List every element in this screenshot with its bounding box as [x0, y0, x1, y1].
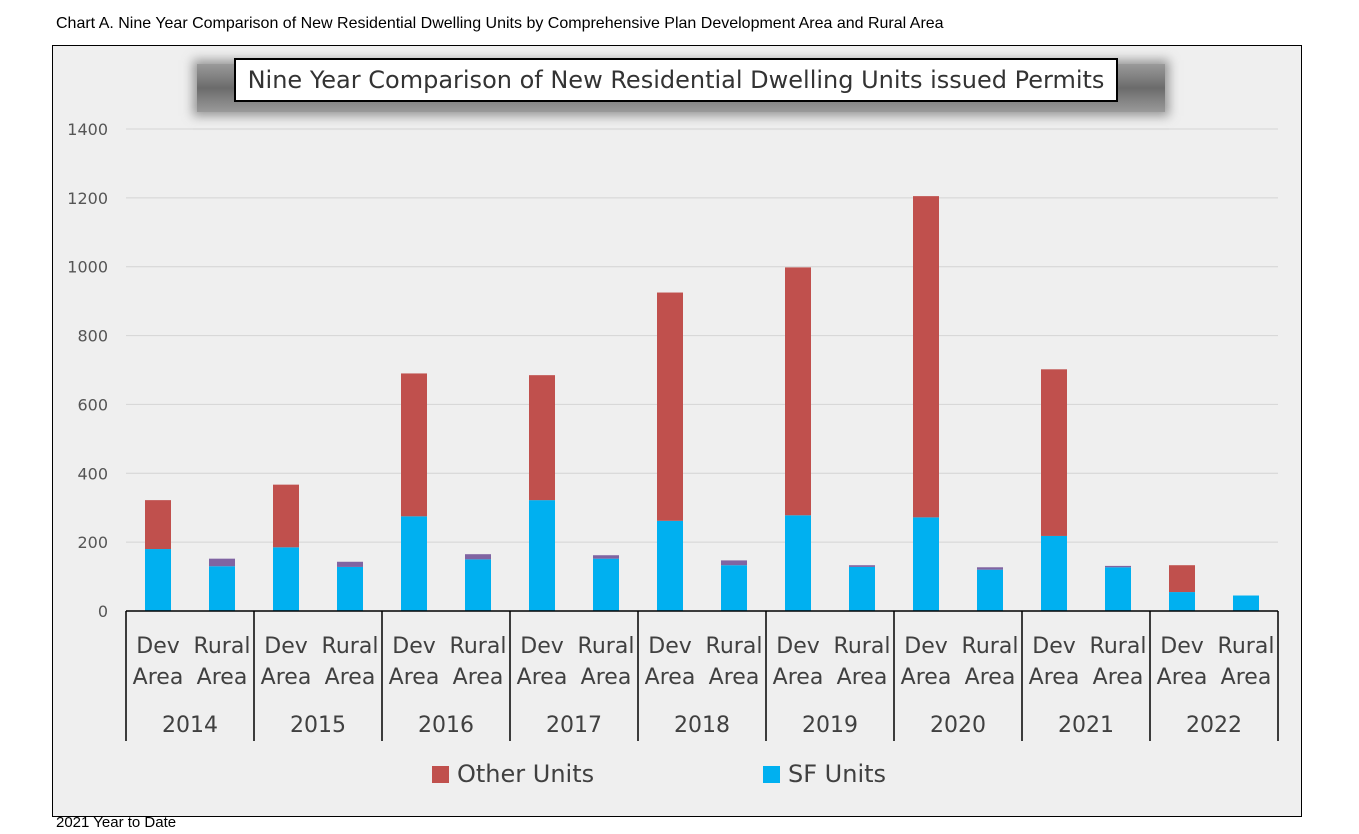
bar-other-units	[273, 484, 299, 548]
chart-caption: Chart A. Nine Year Comparison of New Res…	[56, 15, 944, 32]
x-subcategory-label: Area	[261, 665, 312, 690]
bar-other-units	[1041, 369, 1067, 536]
x-subcategory-label: Area	[1157, 665, 1208, 690]
x-subcategory-label: Area	[901, 665, 952, 690]
bar-sf-units	[593, 558, 619, 611]
bar-sf-units	[1041, 535, 1067, 611]
bar-sf-units	[657, 520, 683, 611]
x-subcategory-label: Area	[709, 665, 760, 690]
x-subcategory-label: Area	[197, 665, 248, 690]
bar-sf-units	[145, 549, 171, 611]
bar-other-units	[1169, 565, 1195, 593]
bar-sf-units	[465, 559, 491, 611]
x-subcategory-label: Rural	[194, 634, 251, 659]
legend-swatch-other-units	[432, 765, 449, 783]
x-subcategory-label: Dev	[648, 634, 692, 659]
bar-sf-units	[1105, 567, 1131, 611]
x-subcategory-label: Dev	[264, 634, 308, 659]
y-tick-label: 1400	[67, 120, 108, 139]
x-subcategory-label: Area	[965, 665, 1016, 690]
x-subcategory-label: Dev	[1160, 634, 1204, 659]
y-tick-label: 1200	[67, 189, 108, 208]
x-subcategory-label: Area	[1029, 665, 1080, 690]
bar-other-units	[721, 560, 747, 566]
bar-other-units	[337, 561, 363, 567]
x-subcategory-label: Area	[645, 665, 696, 690]
bar-other-units	[657, 292, 683, 521]
x-subcategory-label: Area	[517, 665, 568, 690]
bar-other-units	[529, 375, 555, 501]
bar-sf-units	[529, 500, 555, 611]
x-subcategory-label: Area	[1093, 665, 1144, 690]
x-subcategory-label: Dev	[520, 634, 564, 659]
bar-other-units	[593, 555, 619, 559]
bar-other-units	[977, 567, 1003, 570]
x-group-label: 2017	[546, 713, 602, 738]
x-subcategory-label: Area	[837, 665, 888, 690]
y-tick-label: 800	[77, 327, 108, 346]
x-subcategory-label: Area	[389, 665, 440, 690]
x-group-label: 2014	[162, 713, 218, 738]
x-group-label: 2018	[674, 713, 730, 738]
bar-sf-units	[273, 547, 299, 611]
x-subcategory-label: Rural	[706, 634, 763, 659]
x-subcategory-label: Rural	[322, 634, 379, 659]
y-tick-label: 1000	[67, 258, 108, 277]
x-subcategory-label: Dev	[392, 634, 436, 659]
bar-other-units	[785, 267, 811, 516]
bar-other-units	[401, 373, 427, 517]
x-subcategory-label: Dev	[136, 634, 180, 659]
bar-other-units	[849, 565, 875, 567]
bar-sf-units	[337, 566, 363, 611]
bar-sf-units	[721, 565, 747, 611]
bar-sf-units	[1169, 592, 1195, 611]
x-group-label: 2022	[1186, 713, 1242, 738]
legend-item-sf-units: SF Units	[763, 760, 886, 788]
x-group-label: 2015	[290, 713, 346, 738]
x-subcategory-label: Area	[581, 665, 632, 690]
x-subcategory-label: Area	[133, 665, 184, 690]
bar-other-units	[145, 500, 171, 550]
x-subcategory-label: Area	[1221, 665, 1272, 690]
chart-title: Nine Year Comparison of New Residential …	[234, 58, 1118, 102]
bar-other-units	[465, 554, 491, 560]
x-group-label: 2021	[1058, 713, 1114, 738]
legend-item-other-units: Other Units	[432, 760, 594, 788]
x-subcategory-label: Dev	[776, 634, 820, 659]
footnote: 2021 Year to Date	[56, 814, 177, 831]
x-subcategory-label: Rural	[962, 634, 1019, 659]
x-group-label: 2020	[930, 713, 986, 738]
x-subcategory-label: Rural	[578, 634, 635, 659]
bar-other-units	[1105, 565, 1131, 568]
x-subcategory-label: Dev	[904, 634, 948, 659]
legend-label-other-units: Other Units	[457, 760, 595, 788]
x-group-label: 2019	[802, 713, 858, 738]
bar-sf-units	[913, 517, 939, 611]
legend-label-sf-units: SF Units	[788, 760, 887, 788]
x-subcategory-label: Rural	[1090, 634, 1147, 659]
x-subcategory-label: Dev	[1032, 634, 1076, 659]
x-subcategory-label: Area	[773, 665, 824, 690]
y-tick-label: 400	[77, 464, 108, 483]
bar-sf-units	[401, 516, 427, 611]
bar-other-units	[913, 196, 939, 518]
legend-swatch-sf-units	[763, 765, 780, 783]
bar-sf-units	[785, 515, 811, 611]
bar-sf-units	[977, 569, 1003, 611]
x-subcategory-label: Area	[325, 665, 376, 690]
x-subcategory-label: Rural	[450, 634, 507, 659]
bar-sf-units	[209, 566, 235, 611]
x-subcategory-label: Rural	[1218, 634, 1275, 659]
bar-sf-units	[849, 566, 875, 611]
bar-other-units	[209, 558, 235, 567]
bar-sf-units	[1233, 595, 1259, 611]
x-subcategory-label: Area	[453, 665, 504, 690]
y-tick-label: 0	[98, 602, 108, 621]
x-group-label: 2016	[418, 713, 474, 738]
y-tick-label: 600	[77, 395, 108, 414]
x-subcategory-label: Rural	[834, 634, 891, 659]
y-tick-label: 200	[77, 533, 108, 552]
